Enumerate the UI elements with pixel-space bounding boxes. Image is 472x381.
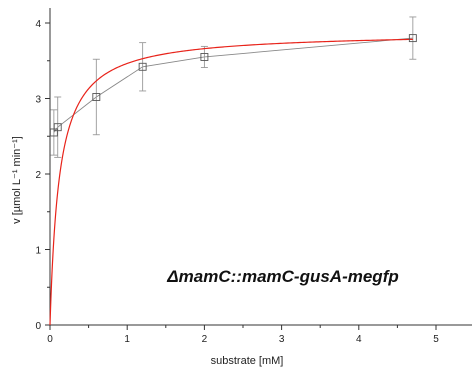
- y-tick-label: 4: [35, 19, 41, 30]
- series: [49, 16, 417, 325]
- x-axis-label: substrate [mM]: [211, 355, 284, 367]
- data-point: [92, 93, 101, 101]
- x-tick-label: 0: [47, 334, 53, 345]
- x-tick-label: 1: [124, 334, 130, 345]
- y-tick-label: 2: [35, 170, 41, 181]
- x-tick-label: 5: [433, 334, 439, 345]
- y-tick-label: 1: [35, 246, 41, 257]
- measured-line: [53, 37, 413, 133]
- y-tick-label: 3: [35, 95, 41, 106]
- data-point: [200, 53, 209, 61]
- x-tick-label: 2: [202, 334, 208, 345]
- data-point: [138, 62, 147, 71]
- y-tick-label: 0: [35, 321, 41, 332]
- fit-curve: [49, 38, 413, 325]
- y-axis-label: v [µmol L⁻¹ min⁻¹]: [11, 136, 23, 224]
- tick-marks: 0 1 2 3 4 5 0 1 2 3 4: [35, 19, 439, 345]
- data-point: [408, 34, 417, 43]
- chart-annotation: ΔmamC::mamC-gusA-megfp: [166, 267, 398, 286]
- x-tick-label: 3: [279, 334, 285, 345]
- x-tick-label: 4: [356, 334, 362, 345]
- data-point: [53, 123, 62, 132]
